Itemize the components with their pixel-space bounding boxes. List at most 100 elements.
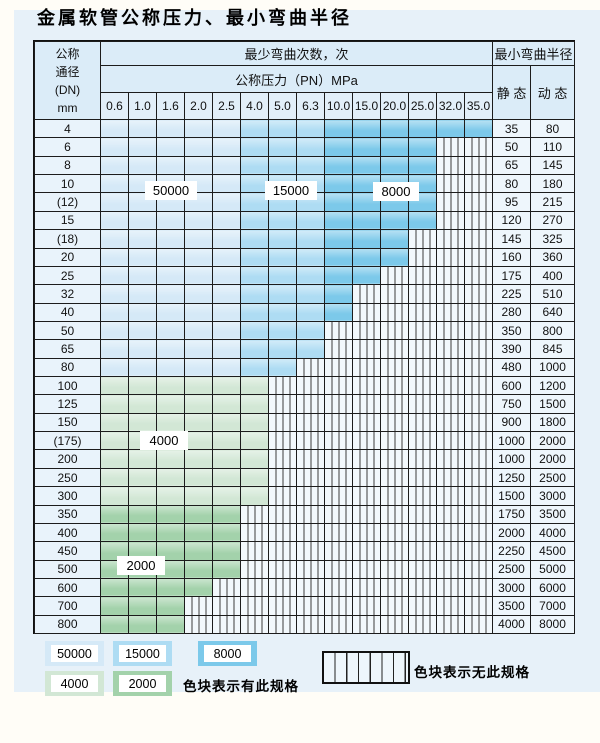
spec-cell	[100, 596, 129, 616]
spec-cell	[212, 284, 241, 304]
no-spec-cell	[352, 320, 381, 341]
spec-cell	[184, 449, 213, 469]
no-spec-cell	[380, 412, 409, 433]
spec-cell	[184, 577, 213, 598]
no-spec-cell	[268, 541, 297, 561]
spec-cell	[240, 284, 269, 304]
static-radius-cell: 160	[492, 247, 532, 267]
no-spec-cell	[324, 339, 353, 359]
dn-cell: 500	[34, 559, 101, 579]
spec-cell	[324, 265, 353, 286]
no-spec-cell	[408, 412, 437, 433]
no-spec-cell	[463, 394, 494, 414]
dn-cell: 20	[34, 247, 101, 267]
pressure-values-row: 0.6 1.0 1.6 2.0 2.5 4.0 5.0 6.3 10.0 15.0 20.0 25.0…	[35, 92, 575, 120]
legend-label-15000: 15000	[119, 645, 166, 662]
spec-cell	[380, 118, 409, 139]
spec-cell	[212, 174, 241, 194]
dynamic-radius-cell: 3000	[530, 486, 576, 506]
static-radius-cell: 480	[492, 357, 532, 378]
spec-cell	[212, 339, 241, 359]
dn-cell: (175)	[34, 431, 101, 451]
table-row: 350 1750 3500	[34, 504, 576, 524]
spec-cell	[156, 467, 185, 488]
no-spec-cell	[463, 302, 494, 322]
spec-cell	[268, 247, 297, 267]
dynamic-radius-cell: 80	[530, 118, 576, 139]
dynamic-radius-cell: 360	[530, 247, 576, 267]
no-spec-cell	[296, 394, 325, 414]
spec-cell	[156, 596, 185, 616]
no-spec-cell	[408, 449, 437, 469]
static-radius-cell: 1250	[492, 467, 532, 488]
no-spec-cell	[324, 376, 353, 396]
spec-cell	[324, 137, 353, 157]
header-row-2: 公称压力（PN）MPa 静 态 动 态	[35, 65, 576, 120]
spec-cell	[240, 320, 269, 341]
spec-cell	[128, 486, 157, 506]
dynamic-header: 动 态	[530, 65, 576, 120]
spec-cell	[408, 155, 437, 176]
table-row: 450 2250 4500	[34, 541, 576, 561]
spec-cell	[100, 320, 129, 341]
pressure-header-cell: 10.0	[324, 92, 353, 120]
cycle-count-label: 8000	[373, 182, 419, 201]
no-spec-cell	[463, 541, 494, 561]
spec-cell	[100, 449, 129, 469]
no-spec-cell	[296, 376, 325, 396]
dn-corner-header: 公称 通径 (DN) mm	[34, 41, 101, 120]
no-spec-cell	[212, 577, 241, 598]
dn-cell: 200	[34, 449, 101, 469]
no-spec-cell	[408, 431, 437, 451]
pressure-header-cell: 2.0	[184, 92, 213, 120]
spec-cell	[212, 320, 241, 341]
corner-line2: 通径	[55, 64, 80, 79]
spec-cell	[184, 504, 213, 524]
static-radius-cell: 750	[492, 394, 532, 414]
pressure-header-cell: 35.0	[463, 92, 494, 120]
cycle-count-label: 2000	[117, 556, 165, 575]
no-spec-cell	[463, 247, 494, 267]
spec-cell	[240, 118, 269, 139]
no-spec-cell	[408, 357, 437, 378]
no-spec-cell	[408, 320, 437, 341]
spec-cell	[212, 155, 241, 176]
spec-cell	[268, 284, 297, 304]
dn-cell: 10	[34, 174, 101, 194]
no-spec-cell	[268, 596, 297, 616]
spec-cell	[100, 302, 129, 322]
spec-cell	[296, 210, 325, 231]
no-spec-cell	[408, 467, 437, 488]
pressure-header-cell: 1.0	[128, 92, 157, 120]
spec-cell	[380, 137, 409, 157]
spec-cell	[296, 265, 325, 286]
static-radius-cell: 120	[492, 210, 532, 231]
spec-cell	[100, 577, 129, 598]
no-spec-cell	[352, 284, 381, 304]
no-spec-cell	[352, 522, 381, 543]
legend-note-has-spec: 色块表示有此规格	[183, 679, 299, 694]
spec-cell	[296, 155, 325, 176]
spec-cell	[268, 302, 297, 322]
no-spec-cell	[352, 541, 381, 561]
no-spec-cell	[436, 302, 465, 322]
table-row: 32 225 510	[34, 284, 576, 304]
corner-line3: (DN)	[54, 82, 81, 97]
spec-cell	[184, 541, 213, 561]
no-spec-cell	[408, 394, 437, 414]
no-spec-cell	[436, 394, 465, 414]
dynamic-radius-cell: 6000	[530, 577, 576, 598]
dynamic-radius-cell: 4000	[530, 522, 576, 543]
pressure-header-cell: 32.0	[436, 92, 465, 120]
spec-cell	[156, 118, 185, 139]
spec-cell	[128, 541, 157, 561]
dynamic-radius-cell: 8000	[530, 614, 576, 635]
no-spec-cell	[380, 541, 409, 561]
no-spec-cell	[296, 614, 325, 635]
table-row: 150 900 1800	[34, 412, 576, 433]
no-spec-cell	[436, 449, 465, 469]
table-row: 6 50 110	[34, 137, 576, 157]
no-spec-cell	[240, 614, 269, 635]
dynamic-radius-cell: 510	[530, 284, 576, 304]
no-spec-cell	[268, 522, 297, 543]
